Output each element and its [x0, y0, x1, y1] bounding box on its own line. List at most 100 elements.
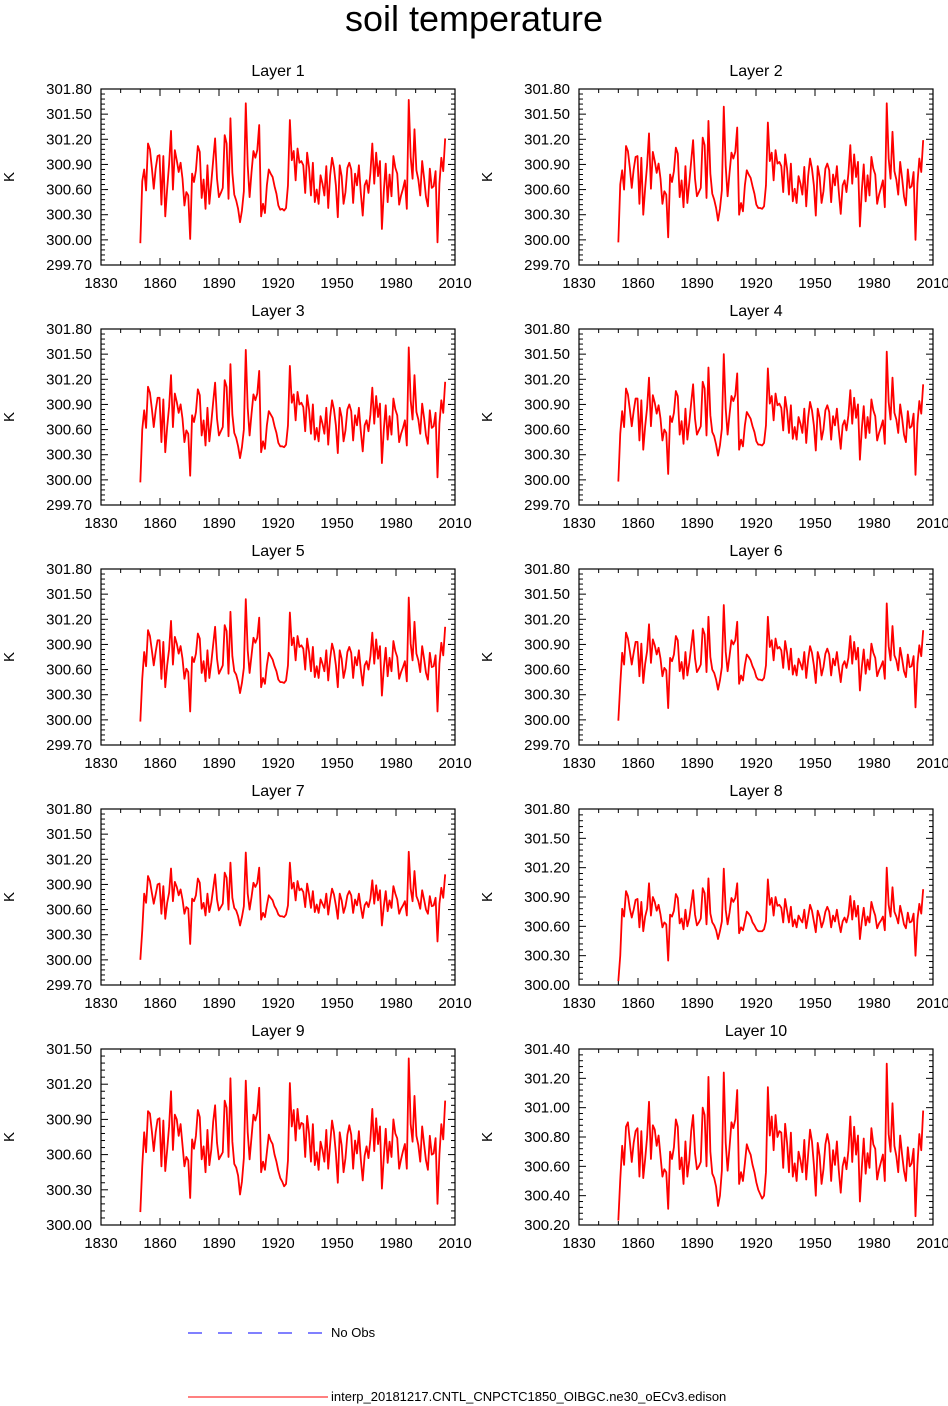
- y-tick-label: 301.20: [524, 611, 570, 628]
- x-tick-label: 2010: [916, 995, 948, 1012]
- x-tick-label: 1830: [84, 515, 117, 532]
- x-tick-label: 1890: [680, 995, 713, 1012]
- y-axis-label: K: [1, 652, 18, 662]
- panel-title: Layer 3: [251, 303, 304, 320]
- x-tick-label: 1980: [857, 995, 890, 1012]
- x-tick-label: 1860: [621, 1235, 654, 1252]
- x-tick-label: 1830: [84, 755, 117, 772]
- y-tick-label: 300.60: [46, 662, 92, 679]
- y-tick-label: 301.20: [524, 131, 570, 148]
- panel-layer-1: Layer 1 K 1830 1860 1890 1920 1950 1980 2010 299.…: [1, 63, 472, 292]
- y-tick-label: 300.90: [524, 396, 570, 413]
- y-tick-label: 300.90: [46, 396, 92, 413]
- y-tick-label: 301.80: [524, 81, 570, 98]
- x-tick-label: 2010: [438, 995, 471, 1012]
- x-tick-label: 1920: [261, 515, 294, 532]
- x-tick-label: 1920: [261, 995, 294, 1012]
- panel-layer-8: Layer 8 K 1830 1860 1890 1920 1950 1980 2010 300.…: [479, 783, 948, 1012]
- y-tick-label: 301.80: [524, 801, 570, 818]
- y-tick-label: 300.30: [46, 447, 92, 464]
- y-tick-label: 300.30: [46, 687, 92, 704]
- x-tick-label: 1830: [84, 995, 117, 1012]
- y-tick-label: 301.50: [46, 586, 92, 603]
- y-tick-label: 301.50: [524, 830, 570, 847]
- x-tick-label: 1890: [202, 995, 235, 1012]
- panel-layer-2: Layer 2 K 1830 1860 1890 1920 1950 1980 2010 299.…: [479, 63, 948, 292]
- x-tick-label: 1830: [562, 515, 595, 532]
- legend: No Obs interp_20181217.CNTL_CNPCTC1850_O…: [188, 1325, 726, 1404]
- panel-layer-7: Layer 7 K 1830 1860 1890 1920 1950 1980 2010 299.…: [1, 783, 472, 1012]
- series-line: [617, 866, 925, 982]
- y-tick-label: 301.20: [46, 1076, 92, 1093]
- y-tick-label: 301.50: [524, 346, 570, 363]
- y-tick-label: 301.50: [46, 106, 92, 123]
- x-tick-label: 1980: [379, 1235, 412, 1252]
- x-tick-label: 1980: [379, 995, 412, 1012]
- x-tick-label: 1920: [261, 1235, 294, 1252]
- x-tick-label: 1950: [798, 755, 831, 772]
- y-tick-label: 300.20: [524, 1217, 570, 1234]
- x-tick-label: 1920: [739, 995, 772, 1012]
- y-tick-label: 299.70: [46, 497, 92, 514]
- y-tick-label: 300.30: [524, 687, 570, 704]
- panel-layer-3: Layer 3 K 1830 1860 1890 1920 1950 1980 2010 299.…: [1, 303, 472, 532]
- x-tick-label: 2010: [438, 755, 471, 772]
- y-tick-label: 299.70: [524, 257, 570, 274]
- y-tick-label: 300.90: [46, 876, 92, 893]
- series-line: [617, 602, 925, 721]
- x-tick-label: 1890: [680, 755, 713, 772]
- plot-frame: [100, 808, 456, 986]
- x-tick-label: 1920: [739, 1235, 772, 1252]
- y-tick-label: 301.20: [46, 851, 92, 868]
- panel-layer-10: Layer 10 K 1830 1860 1890 1920 1950 1980 2010 300…: [479, 1023, 948, 1252]
- x-tick-label: 1980: [857, 515, 890, 532]
- x-tick-label: 1860: [621, 995, 654, 1012]
- y-tick-label: 301.20: [524, 860, 570, 877]
- x-tick-label: 1890: [680, 275, 713, 292]
- y-tick-label: 299.70: [524, 737, 570, 754]
- y-tick-label: 301.20: [524, 1070, 570, 1087]
- y-tick-label: 300.90: [46, 1111, 92, 1128]
- x-tick-label: 1950: [320, 1235, 353, 1252]
- panel-title: Layer 2: [729, 63, 782, 80]
- panel-layer-4: Layer 4 K 1830 1860 1890 1920 1950 1980 2010 299.…: [479, 303, 948, 532]
- panels-container: Layer 1 K 1830 1860 1890 1920 1950 1980 2010 299.…: [1, 63, 948, 1252]
- series-line: [617, 1062, 925, 1221]
- x-tick-label: 1920: [739, 275, 772, 292]
- x-tick-label: 1860: [143, 1235, 176, 1252]
- x-tick-label: 1860: [143, 755, 176, 772]
- y-tick-label: 300.30: [46, 927, 92, 944]
- y-tick-label: 301.40: [524, 1041, 570, 1058]
- x-tick-label: 1980: [379, 755, 412, 772]
- y-axis-label: K: [1, 1132, 18, 1142]
- y-tick-label: 301.50: [46, 826, 92, 843]
- y-tick-label: 300.00: [46, 232, 92, 249]
- panel-layer-9: Layer 9 K 1830 1860 1890 1920 1950 1980 2010 300.…: [1, 1023, 472, 1252]
- y-tick-label: 300.60: [46, 1147, 92, 1164]
- y-tick-label: 300.90: [524, 156, 570, 173]
- figure-title: soil temperature: [345, 0, 603, 39]
- y-tick-label: 300.30: [524, 948, 570, 965]
- panel-title: Layer 8: [729, 783, 782, 800]
- x-tick-label: 1950: [320, 275, 353, 292]
- y-tick-label: 300.90: [46, 636, 92, 653]
- y-tick-label: 300.00: [46, 1217, 92, 1234]
- y-tick-label: 300.60: [46, 182, 92, 199]
- x-tick-label: 2010: [438, 1235, 471, 1252]
- x-tick-label: 2010: [916, 755, 948, 772]
- y-tick-label: 301.80: [46, 321, 92, 338]
- y-tick-label: 301.50: [524, 106, 570, 123]
- y-tick-label: 300.60: [46, 422, 92, 439]
- y-axis-label: K: [479, 652, 496, 662]
- y-tick-label: 301.50: [524, 586, 570, 603]
- y-tick-label: 301.80: [46, 81, 92, 98]
- x-tick-label: 1950: [798, 1235, 831, 1252]
- x-tick-label: 1890: [202, 515, 235, 532]
- x-tick-label: 1830: [562, 755, 595, 772]
- y-tick-label: 300.30: [524, 447, 570, 464]
- x-tick-label: 1950: [320, 995, 353, 1012]
- y-tick-label: 300.60: [524, 422, 570, 439]
- x-tick-label: 1830: [562, 275, 595, 292]
- x-tick-label: 1950: [798, 515, 831, 532]
